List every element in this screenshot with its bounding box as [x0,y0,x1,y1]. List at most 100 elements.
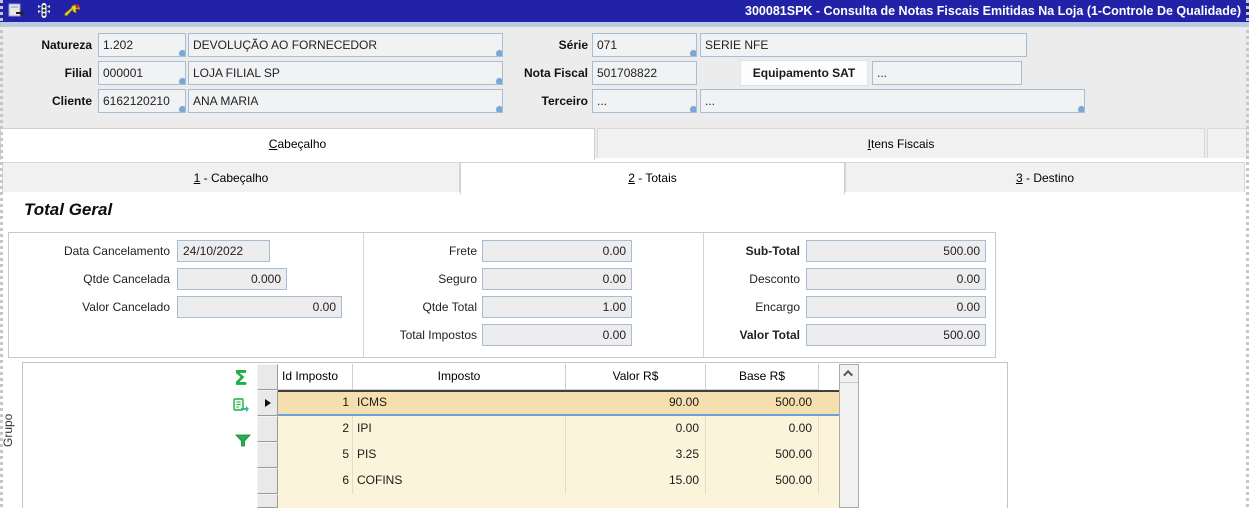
data-cancelamento-label: Data Cancelamento [63,244,170,258]
tab-1-cabecalho[interactable]: 1 - Cabeçalho [2,162,460,192]
valor-total-label: Valor Total [739,328,800,342]
cell-valor[interactable]: 15.00 [566,468,706,494]
equipamento-sat-label: Equipamento SAT [740,60,868,86]
sub-total-field[interactable]: 500.00 [806,240,986,262]
terceiro-desc-field[interactable]: ... [700,89,1085,113]
frete-field[interactable]: 0.00 [482,240,632,262]
valor-total-field[interactable]: 500.00 [806,324,986,346]
total-impostos-field[interactable]: 0.00 [482,324,632,346]
filial-label: Filial [64,66,92,80]
desconto-label: Desconto [749,272,800,286]
cell-imposto[interactable]: ICMS [353,392,566,414]
cell-id[interactable]: 1 [278,392,353,414]
row-selector-cell [257,494,278,508]
row-selector-cell[interactable] [257,416,278,442]
filter-icon[interactable] [231,429,255,453]
wrench-icon[interactable] [62,2,82,20]
qtde-cancelada-label: Qtde Cancelada [83,272,170,286]
natureza-label: Natureza [41,38,92,52]
grid-scrollbar[interactable] [839,364,859,508]
cell-base[interactable]: 500.00 [706,392,819,414]
nota-header-form: Natureza 1.202 DEVOLUÇÃO AO FORNECEDOR S… [0,27,1249,128]
impostos-grid: Id Imposto Imposto Valor R$ Base R$ 1 ICM… [257,364,839,508]
desconto-field[interactable]: 0.00 [806,268,986,290]
tab-2-totais[interactable]: 2 - Totais [460,162,845,194]
cliente-label: Cliente [51,94,92,108]
grid-row-cofins[interactable]: 6 COFINS 15.00 500.00 [257,468,839,494]
sub-tabs: 1 - Cabeçalho 2 - Totais 3 - Destino [0,162,1249,194]
window-edge-left [0,0,3,508]
encargo-field[interactable]: 0.00 [806,296,986,318]
tab-itens-fiscais[interactable]: Itens Fiscais [597,128,1205,158]
grid-partial-row [257,494,839,508]
tab-cabecalho[interactable]: Cabeçalho [0,128,595,160]
natureza-desc-field[interactable]: DEVOLUÇÃO AO FORNECEDOR [188,33,503,57]
col-header-imposto[interactable]: Imposto [353,364,566,390]
grid-row-ipi[interactable]: 2 IPI 0.00 0.00 [257,416,839,442]
copy-record-icon[interactable] [229,394,253,418]
cell-imposto[interactable]: PIS [353,442,566,468]
row-selector-cell[interactable] [257,390,278,416]
data-cancelamento-field[interactable]: 24/10/2022 [177,240,270,262]
chevron-up-icon [842,369,853,380]
title-bar: 300081SPK - Consulta de Notas Fiscais Em… [0,0,1249,22]
window-title: 300081SPK - Consulta de Notas Fiscais Em… [745,4,1241,18]
qtde-cancelada-field[interactable]: 0.000 [177,268,287,290]
section-title: Total Geral [24,200,113,219]
cell-id[interactable]: 6 [278,468,353,494]
window-edge-right [1246,0,1249,508]
qtde-total-label: Qtde Total [422,300,477,314]
cell-base[interactable]: 500.00 [706,442,819,468]
cliente-code-field[interactable]: 6162120210 [98,89,186,113]
cliente-desc-field[interactable]: ANA MARIA [188,89,503,113]
valor-cancelado-label: Valor Cancelado [82,300,170,314]
cell-id[interactable]: 2 [278,416,353,442]
serie-label: Série [558,38,588,52]
serie-code-field[interactable]: 071 [592,33,697,57]
cell-id[interactable]: 5 [278,442,353,468]
grid-row-pis[interactable]: 5 PIS 3.25 500.00 [257,442,839,468]
groupbox-divider-1 [363,233,364,357]
scroll-up-button[interactable] [840,365,858,383]
cell-imposto[interactable]: COFINS [353,468,566,494]
natureza-code-field[interactable]: 1.202 [98,33,186,57]
cell-base[interactable]: 500.00 [706,468,819,494]
tab-stub[interactable] [1207,128,1247,158]
cell-valor[interactable]: 0.00 [566,416,706,442]
col-header-valor[interactable]: Valor R$ [566,364,706,390]
qtde-total-field[interactable]: 1.00 [482,296,632,318]
nota-fiscal-label: Nota Fiscal [523,66,588,80]
nota-fiscal-field[interactable]: 501708822 [592,61,697,85]
col-header-id-imposto[interactable]: Id Imposto [278,364,353,390]
terceiro-label: Terceiro [541,94,588,108]
row-selector-cell[interactable] [257,442,278,468]
row-selector-cell[interactable] [257,468,278,494]
titlebar-divider [0,22,1249,27]
sum-icon[interactable]: Σ [234,366,248,390]
cell-base[interactable]: 0.00 [706,416,819,442]
grupo-vertical-label: Grupo [1,413,15,447]
seguro-label: Seguro [438,272,477,286]
equipamento-sat-field[interactable]: ... [872,61,1022,85]
grid-header-row: Id Imposto Imposto Valor R$ Base R$ [257,364,839,390]
sub-total-label: Sub-Total [745,244,800,258]
terceiro-code-field[interactable]: ... [592,89,697,113]
cell-imposto[interactable]: IPI [353,416,566,442]
cell-valor[interactable]: 3.25 [566,442,706,468]
seguro-field[interactable]: 0.00 [482,268,632,290]
valor-cancelado-field[interactable]: 0.00 [177,296,342,318]
traffic-light-icon[interactable] [34,2,54,20]
filial-code-field[interactable]: 000001 [98,61,186,85]
cell-valor[interactable]: 90.00 [566,392,706,414]
tabs-base-strip [0,158,1249,162]
grid-row-icms[interactable]: 1 ICMS 90.00 500.00 [257,390,839,416]
groupbox-divider-2 [703,233,704,357]
tab-3-destino[interactable]: 3 - Destino [845,162,1245,192]
form-icon[interactable] [6,2,26,20]
grid-corner-cell [257,364,278,390]
serie-desc-field[interactable]: SERIE NFE [700,33,1027,57]
total-impostos-label: Total Impostos [399,328,477,342]
filial-desc-field[interactable]: LOJA FILIAL SP [188,61,503,85]
col-header-base[interactable]: Base R$ [706,364,819,390]
